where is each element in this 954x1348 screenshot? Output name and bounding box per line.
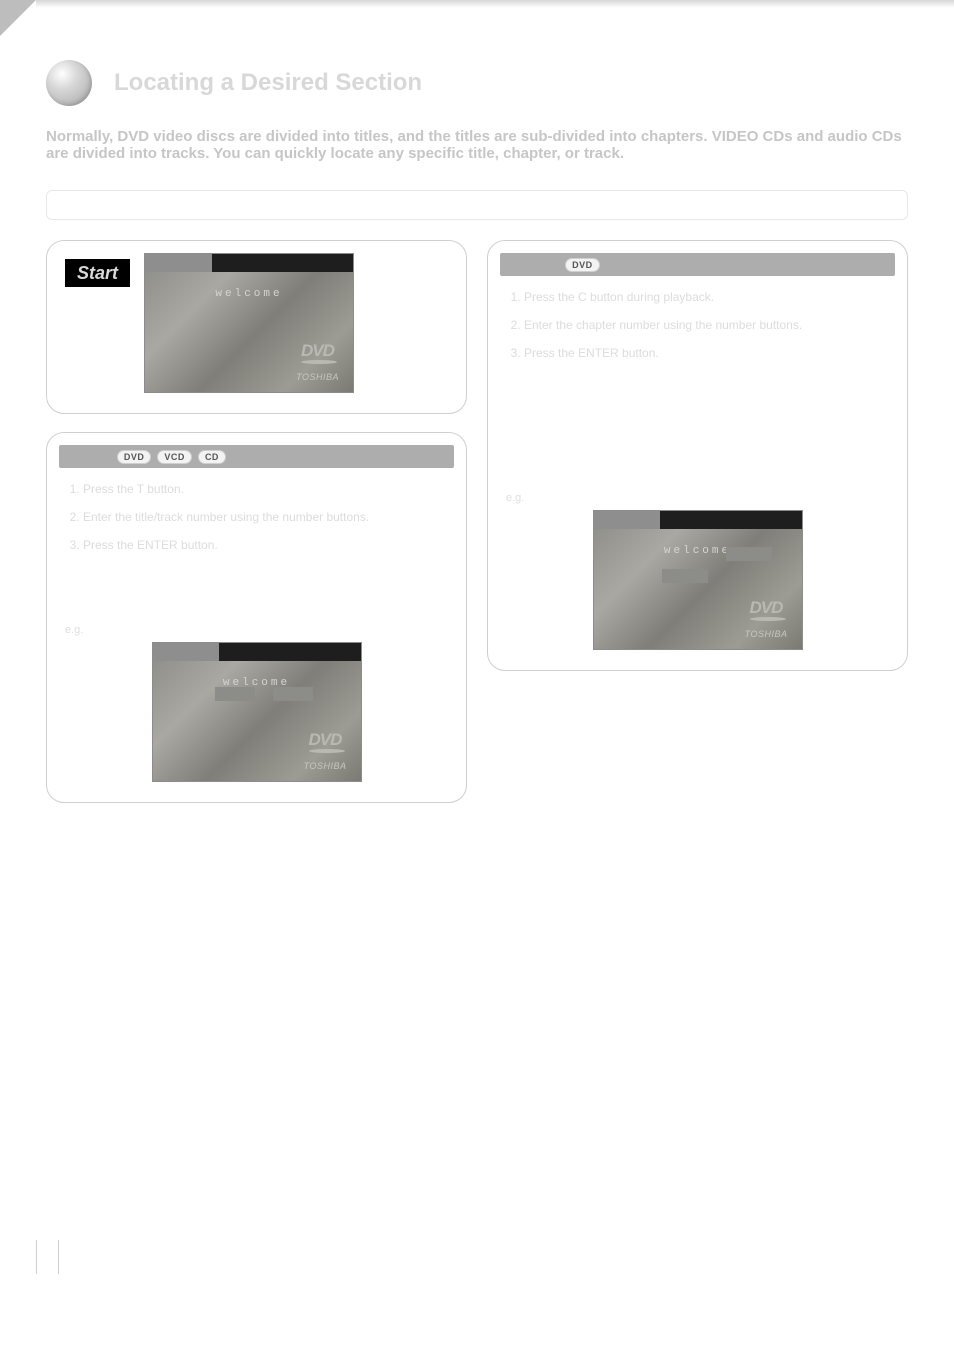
right-column: Chapter DVD Press the C button during pl… [487, 240, 908, 821]
chapter-screen: welcome DVD TOSHIBA [593, 510, 803, 650]
strip-gray [153, 643, 220, 661]
locate-screen-wrap: welcome DVD TOSHIBA [65, 642, 448, 782]
locate-example-label: e.g. [65, 624, 448, 636]
locate-body-spacer [65, 564, 448, 624]
brand-label: TOSHIBA [304, 761, 347, 771]
strip-black [219, 643, 360, 661]
chapter-tag-1 [726, 547, 772, 561]
disc-pill-cd: CD [198, 450, 226, 464]
disc-pill-vcd: VCD [157, 450, 192, 464]
dvd-logo-icon: DVD [750, 598, 786, 621]
locate-step-2: Enter the title/track number using the n… [83, 508, 448, 526]
footer-rule-1 [36, 1240, 37, 1274]
chapter-feature-bar: Chapter DVD [500, 253, 895, 276]
top-shade [0, 0, 954, 8]
strip-black [212, 254, 353, 272]
dvd-welcome-screen: welcome DVD TOSHIBA [144, 253, 354, 393]
sphere-icon [46, 60, 92, 106]
locate-steps: Press the T button. Enter the title/trac… [65, 480, 448, 554]
chapter-panel: Chapter DVD Press the C button during pl… [487, 240, 908, 671]
chapter-step-3: Press the ENTER button. [524, 344, 889, 362]
screen-welcome-text: welcome [145, 288, 353, 300]
left-column: Start welcome DVD TOSHIBA [46, 240, 467, 821]
dvd-logo-icon: DVD [301, 341, 337, 364]
dvd-logo-icon: DVD [309, 730, 345, 753]
strip-gray [145, 254, 212, 272]
locate-tag-2 [273, 687, 313, 701]
locate-screen: welcome DVD TOSHIBA [152, 642, 362, 782]
strip-gray [594, 511, 661, 529]
strip-black [660, 511, 801, 529]
page-header: Locating a Desired Section [46, 60, 908, 106]
brand-label: TOSHIBA [296, 372, 339, 382]
brand-label: TOSHIBA [745, 629, 788, 639]
start-label: Start [65, 259, 130, 287]
screen-top-strip [153, 643, 361, 661]
section-band [46, 190, 908, 220]
footer-rule-2 [58, 1240, 59, 1274]
page-number [72, 1246, 100, 1266]
locate-feature-bar: Locate DVD VCD CD [59, 445, 454, 468]
screen-top-strip [594, 511, 802, 529]
chapter-step-2: Enter the chapter number using the numbe… [524, 316, 889, 334]
chapter-step-1: Press the C button during playback. [524, 288, 889, 306]
start-panel-row: Start welcome DVD TOSHIBA [65, 253, 448, 393]
page-root: Locating a Desired Section Normally, DVD… [0, 0, 954, 1348]
content-columns: Start welcome DVD TOSHIBA [46, 240, 908, 821]
chapter-example-label: e.g. [506, 492, 889, 504]
screen-welcome-text: welcome [153, 677, 361, 689]
page-subtitle: Normally, DVD video discs are divided in… [46, 128, 908, 162]
chapter-tag-2 [662, 569, 708, 583]
locate-tag-1 [215, 687, 255, 701]
start-panel: Start welcome DVD TOSHIBA [46, 240, 467, 414]
locate-panel: Locate DVD VCD CD Press the T button. En… [46, 432, 467, 803]
page-title: Locating a Desired Section [114, 69, 422, 97]
page-corner-peel [0, 0, 36, 36]
disc-pill-dvd: DVD [565, 258, 600, 272]
chapter-screen-wrap: welcome DVD TOSHIBA [506, 510, 889, 650]
chapter-steps: Press the C button during playback. Ente… [506, 288, 889, 362]
screen-top-strip [145, 254, 353, 272]
locate-step-3: Press the ENTER button. [83, 536, 448, 554]
locate-step-1: Press the T button. [83, 480, 448, 498]
disc-pill-dvd: DVD [117, 450, 152, 464]
start-screen-wrap: welcome DVD TOSHIBA [144, 253, 448, 393]
chapter-body-spacer [506, 372, 889, 492]
